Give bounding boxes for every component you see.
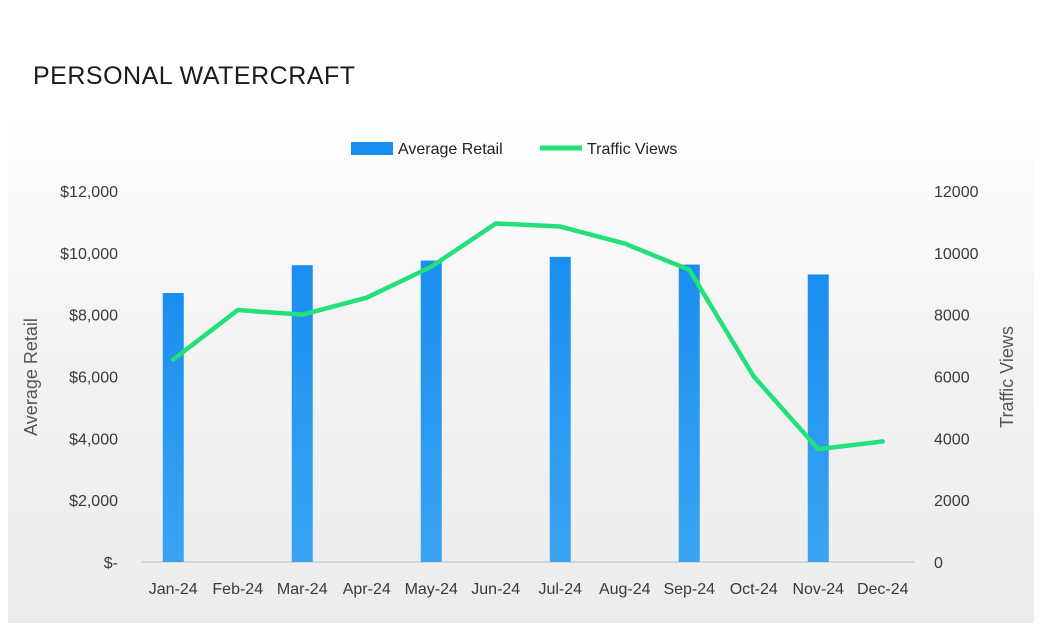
- x-axis-ticks: Jan-24 Feb-24 Mar-24 Apr-24 May-24 Jun-24 Jul-…: [149, 581, 909, 598]
- left-tick-label: $6,000: [69, 370, 118, 387]
- legend: Average Retail Traffic Views: [351, 141, 677, 158]
- x-tick-label: Jul-24: [538, 581, 582, 598]
- bar-sep-24: [678, 264, 700, 562]
- right-tick-label: 8000: [934, 308, 970, 325]
- traffic-views-line: [171, 221, 885, 452]
- left-axis-title: Average Retail: [21, 318, 41, 436]
- right-tick-label: 10000: [934, 246, 979, 263]
- right-tick-label: 12000: [934, 184, 979, 201]
- bar-mar-24: [291, 265, 313, 562]
- bar-nov-24: [807, 274, 829, 562]
- x-tick-label: Jun-24: [471, 581, 520, 598]
- bar-jul-24: [549, 256, 571, 562]
- x-tick-label: Sep-24: [663, 581, 715, 598]
- bar-jan-24: [162, 293, 184, 562]
- x-tick-label: Feb-24: [212, 581, 263, 598]
- right-axis-title: Traffic Views: [997, 326, 1017, 428]
- bar-may-24: [420, 260, 442, 562]
- x-tick-label: Oct-24: [730, 581, 778, 598]
- right-tick-label: 2000: [934, 493, 970, 510]
- x-tick-label: Nov-24: [792, 581, 844, 598]
- x-tick-label: Jan-24: [149, 581, 198, 598]
- right-tick-label: 6000: [934, 370, 970, 387]
- legend-swatch-average-retail: [351, 142, 393, 155]
- left-tick-label: $8,000: [69, 308, 118, 325]
- x-tick-label: May-24: [405, 581, 458, 598]
- bars-group: [162, 256, 829, 562]
- left-axis-ticks: $- $2,000 $4,000 $6,000 $8,000 $10,000 $12,000: [60, 184, 118, 572]
- x-tick-label: Dec-24: [857, 581, 909, 598]
- page-title: PERSONAL WATERCRAFT: [33, 62, 356, 90]
- right-tick-label: 4000: [934, 431, 970, 448]
- left-tick-label: $-: [104, 555, 118, 572]
- left-tick-label: $2,000: [69, 493, 118, 510]
- left-tick-label: $10,000: [60, 246, 118, 263]
- legend-label-average-retail: Average Retail: [398, 141, 503, 158]
- left-tick-label: $4,000: [69, 431, 118, 448]
- left-tick-label: $12,000: [60, 184, 118, 201]
- x-tick-label: Mar-24: [277, 581, 328, 598]
- x-tick-label: Apr-24: [343, 581, 391, 598]
- x-tick-label: Aug-24: [599, 581, 651, 598]
- legend-label-traffic-views: Traffic Views: [587, 141, 677, 158]
- right-tick-label: 0: [934, 555, 943, 572]
- right-axis-ticks: 0 2000 4000 6000 8000 10000 12000: [934, 184, 979, 572]
